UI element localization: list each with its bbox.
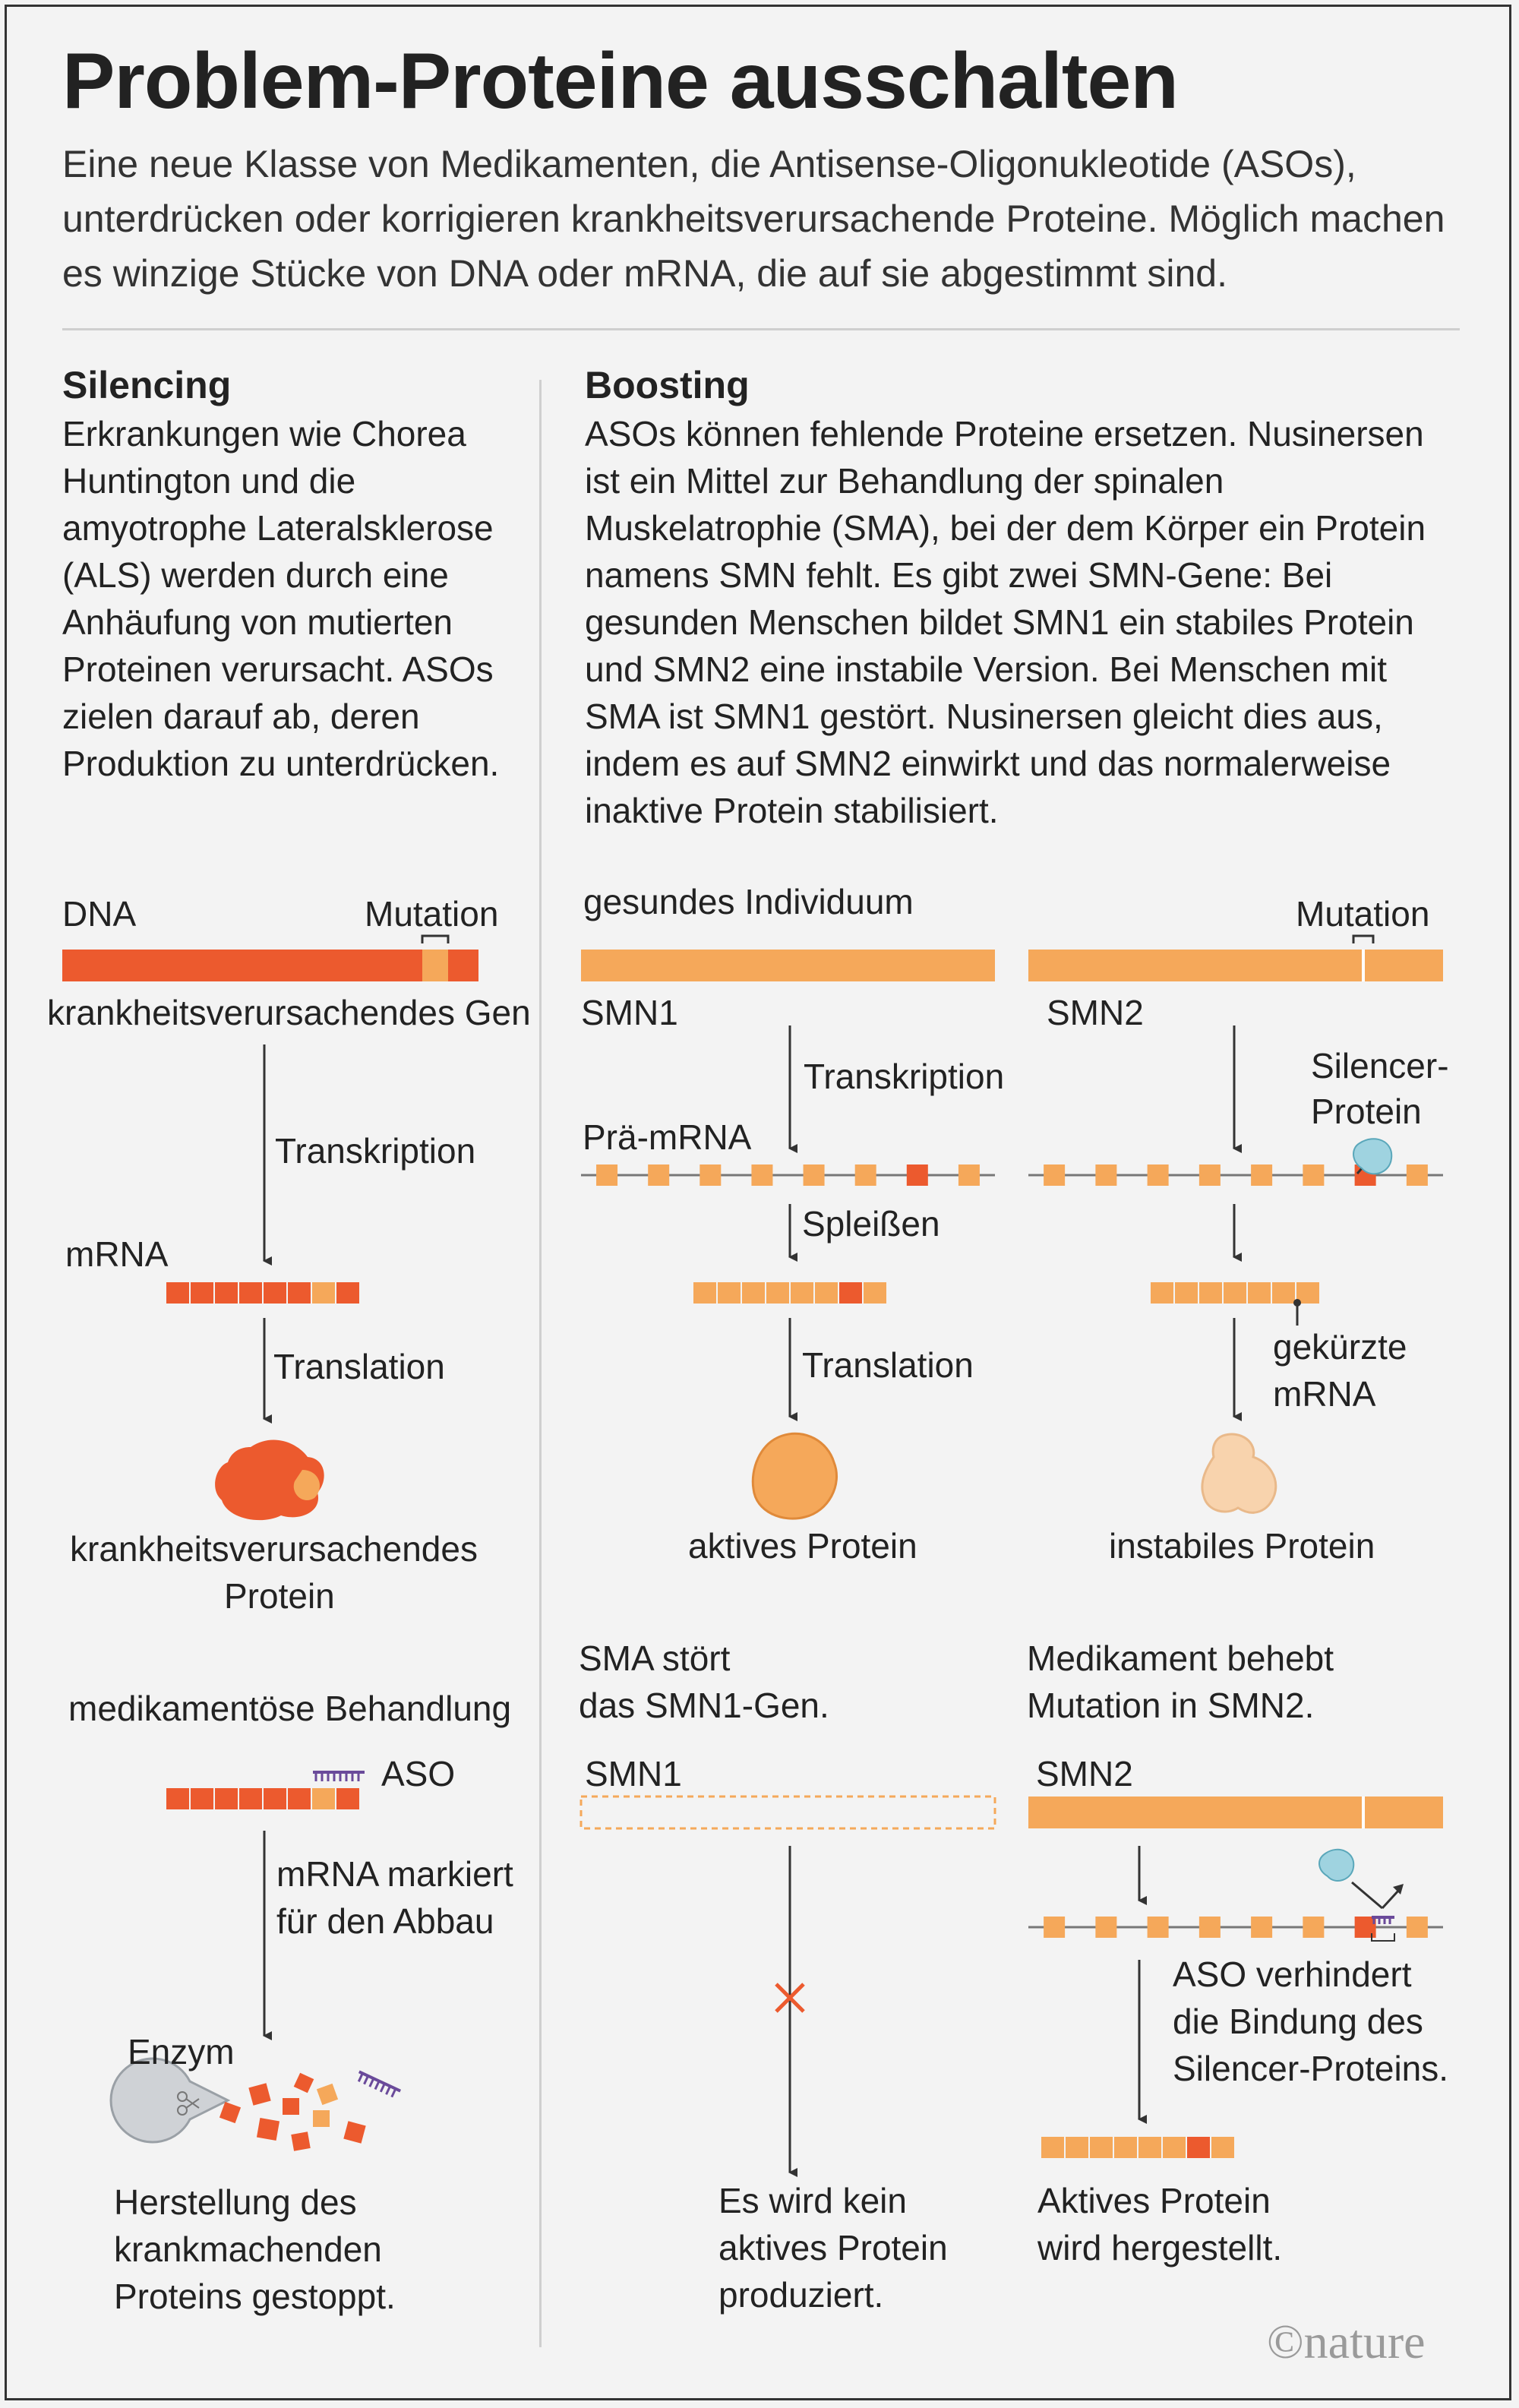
aso-icon (313, 1771, 365, 1781)
truncated-marker (1293, 1299, 1301, 1326)
truncated-label-2: mRNA (1273, 1374, 1376, 1414)
smn1-pre-mrna (581, 1164, 995, 1186)
result-label-2: krankmachenden (114, 2229, 382, 2269)
smn1-b-label: SMN1 (585, 1754, 682, 1793)
enzyme-icon (109, 2057, 231, 2144)
splicing-label: Spleißen (802, 1204, 940, 1244)
aso-blocks-label-1: ASO verhindert (1173, 1955, 1412, 1994)
drug-label-2: Mutation in SMN2. (1027, 1686, 1315, 1725)
disease-protein-icon (215, 1439, 324, 1521)
aso-label: ASO (381, 1754, 456, 1793)
disease-protein-label-2: Protein (224, 1576, 335, 1616)
unstable-protein-icon (1201, 1433, 1277, 1514)
smn2-truncated-mrna-bar (1149, 1281, 1321, 1305)
unstable-protein-label: instabiles Protein (1109, 1526, 1375, 1566)
mrna-fragments-icon (219, 2070, 402, 2151)
silencer-protein-icon (1353, 1138, 1393, 1175)
silencing-translation-label: Translation (273, 1347, 445, 1386)
healthy-label: gesundes Individuum (583, 882, 914, 921)
silencer-label-1: Silencer- (1311, 1046, 1449, 1085)
silencing-dna-bar (62, 934, 478, 981)
no-protein-label-3: produziert. (718, 2275, 884, 2315)
intro-text: Eine neue Klasse von Medikamenten, die A… (62, 143, 1445, 295)
drug-label-1: Medikament behebt (1027, 1639, 1334, 1678)
page-title: Problem-Proteine ausschalten (62, 37, 1179, 125)
pre-mrna-label: Prä-mRNA (583, 1117, 752, 1157)
boosting-heading: Boosting (585, 364, 750, 406)
active-protein-label: aktives Protein (688, 1526, 917, 1566)
smn1-gene-bar (581, 950, 995, 981)
sma-label-2: das SMN1-Gen. (579, 1686, 829, 1725)
smn2-label: SMN2 (1047, 993, 1144, 1032)
enzyme-label: Enzym (128, 2032, 235, 2071)
dna-label: DNA (62, 894, 137, 934)
boosting-translation-label: Translation (802, 1345, 974, 1385)
result-label-1: Herstellung des (114, 2182, 357, 2222)
no-protein-label-1: Es wird kein (718, 2181, 907, 2220)
smn1-label: SMN1 (581, 993, 678, 1032)
blocked-x-icon (775, 1983, 805, 2013)
smn1-mrna-bar (692, 1281, 888, 1305)
silencing-transcription-label: Transkription (275, 1131, 476, 1171)
no-protein-label-2: aktives Protein (718, 2228, 948, 2267)
active-protein-icon (751, 1432, 838, 1520)
column-divider (539, 380, 542, 2347)
boosting-transcription-label: Transkription (804, 1057, 1005, 1096)
boosting-text: ASOs können fehlende Proteine ersetzen. … (585, 414, 1426, 830)
silencing-mrna-aso-bar (165, 1787, 361, 1811)
disease-gene-label: krankheitsverursachendes Gen (47, 993, 531, 1032)
smn2-gene-bar (1028, 934, 1443, 981)
truncated-label-1: gekürzte (1273, 1327, 1407, 1367)
smn2-pre-mrna (1028, 1164, 1443, 1186)
boosting-mutation-label: Mutation (1296, 894, 1430, 934)
silencing-mrna-bar (165, 1281, 361, 1305)
silencer-label-2: Protein (1311, 1092, 1422, 1131)
infographic-frame (5, 5, 1511, 2400)
header-divider (62, 328, 1460, 330)
marked-label-1: mRNA markiert (276, 1854, 513, 1894)
treatment-label: medikamentöse Behandlung (68, 1689, 512, 1728)
nature-logo: ©nature (1267, 2315, 1426, 2368)
silencing-mrna-label: mRNA (65, 1234, 169, 1274)
marked-label-2: für den Abbau (276, 1901, 494, 1941)
silencing-heading: Silencing (62, 364, 232, 406)
disease-protein-label-1: krankheitsverursachendes (70, 1529, 478, 1569)
smn2-treated-gene-bar (1028, 1797, 1443, 1828)
protein-made-label-2: wird hergestellt. (1037, 2228, 1283, 2267)
sma-label-1: SMA stört (579, 1639, 731, 1678)
aso-blocks-label-3: Silencer-Proteins. (1173, 2049, 1449, 2088)
smn1-disrupted-gene (579, 1795, 996, 1830)
displaced-silencer-icon (1318, 1848, 1404, 1910)
aso-bound-icon (1371, 1916, 1395, 1942)
smn2-treated-pre-mrna (1028, 1917, 1443, 1938)
aso-blocks-label-2: die Bindung des (1173, 2002, 1423, 2041)
smn2-full-mrna-bar (1040, 2135, 1236, 2160)
protein-made-label-1: Aktives Protein (1037, 2181, 1271, 2220)
smn2-b-label: SMN2 (1036, 1754, 1133, 1793)
result-label-3: Proteins gestoppt. (114, 2277, 396, 2316)
silencing-mutation-label: Mutation (365, 894, 499, 934)
silencing-text: Erkrankungen wie Chorea Huntington und d… (62, 414, 500, 783)
